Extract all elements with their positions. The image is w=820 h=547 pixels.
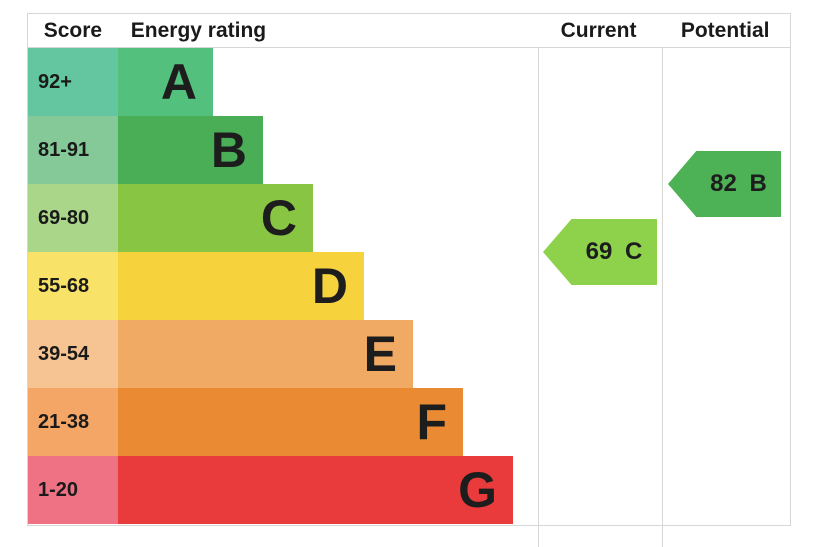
band-score-cell: 55-68 bbox=[28, 252, 118, 320]
band-row-f: 21-38 F bbox=[28, 388, 790, 456]
band-score-cell: 81-91 bbox=[28, 116, 118, 184]
band-row-c: 69-80 C bbox=[28, 184, 790, 252]
band-score-cell: 92+ bbox=[28, 48, 118, 116]
band-bar-f: F bbox=[118, 388, 463, 456]
band-score-label: 1-20 bbox=[38, 478, 79, 501]
band-letter: C bbox=[260, 190, 297, 246]
current-rating-label: 69 C bbox=[585, 238, 643, 265]
band-bar-d: D bbox=[118, 252, 364, 320]
band-score-cell: 39-54 bbox=[28, 320, 118, 388]
band-row-e: 39-54 E bbox=[28, 320, 790, 388]
band-letter: D bbox=[311, 258, 348, 314]
band-score-label: 81-91 bbox=[38, 138, 90, 161]
band-score-cell: 69-80 bbox=[28, 184, 118, 252]
band-bar-c: C bbox=[118, 184, 313, 252]
band-letter: G bbox=[458, 462, 497, 518]
band-score-label: 55-68 bbox=[38, 274, 90, 297]
band-score-cell: 1-20 bbox=[28, 456, 118, 524]
band-score-label: 92+ bbox=[38, 70, 72, 93]
epc-table-body: 92+ A 81-91 B 69-80 C bbox=[28, 48, 790, 547]
band-score-label: 39-54 bbox=[38, 342, 90, 365]
band-bar-b: B bbox=[118, 116, 263, 184]
epc-table: Score Energy rating Current Potential 92… bbox=[27, 13, 791, 547]
potential-column-divider bbox=[662, 48, 663, 547]
column-header-current: Current bbox=[560, 18, 637, 42]
column-header-energy-rating: Energy rating bbox=[130, 18, 267, 42]
band-score-label: 69-80 bbox=[38, 206, 90, 229]
band-row-a: 92+ A bbox=[28, 48, 790, 116]
potential-rating-label: 82 B bbox=[710, 170, 767, 197]
band-letter: E bbox=[363, 326, 397, 382]
band-row-d: 55-68 D bbox=[28, 252, 790, 320]
band-letter: F bbox=[416, 394, 447, 450]
band-bar-e: E bbox=[118, 320, 413, 388]
band-score-label: 21-38 bbox=[38, 410, 90, 433]
band-row-b: 81-91 B bbox=[28, 116, 790, 184]
band-letter: A bbox=[160, 54, 197, 110]
band-bar-a: A bbox=[118, 48, 213, 116]
band-score-cell: 21-38 bbox=[28, 388, 118, 456]
column-header-score: Score bbox=[43, 18, 103, 42]
column-header-potential: Potential bbox=[680, 18, 770, 42]
band-bar-g: G bbox=[118, 456, 513, 524]
epc-table-header: Score Energy rating Current Potential bbox=[28, 14, 790, 48]
band-letter: B bbox=[210, 122, 247, 178]
band-row-g: 1-20 G bbox=[28, 456, 790, 524]
current-column-divider bbox=[538, 48, 539, 547]
current-rating-arrow: 69 C bbox=[543, 219, 657, 285]
